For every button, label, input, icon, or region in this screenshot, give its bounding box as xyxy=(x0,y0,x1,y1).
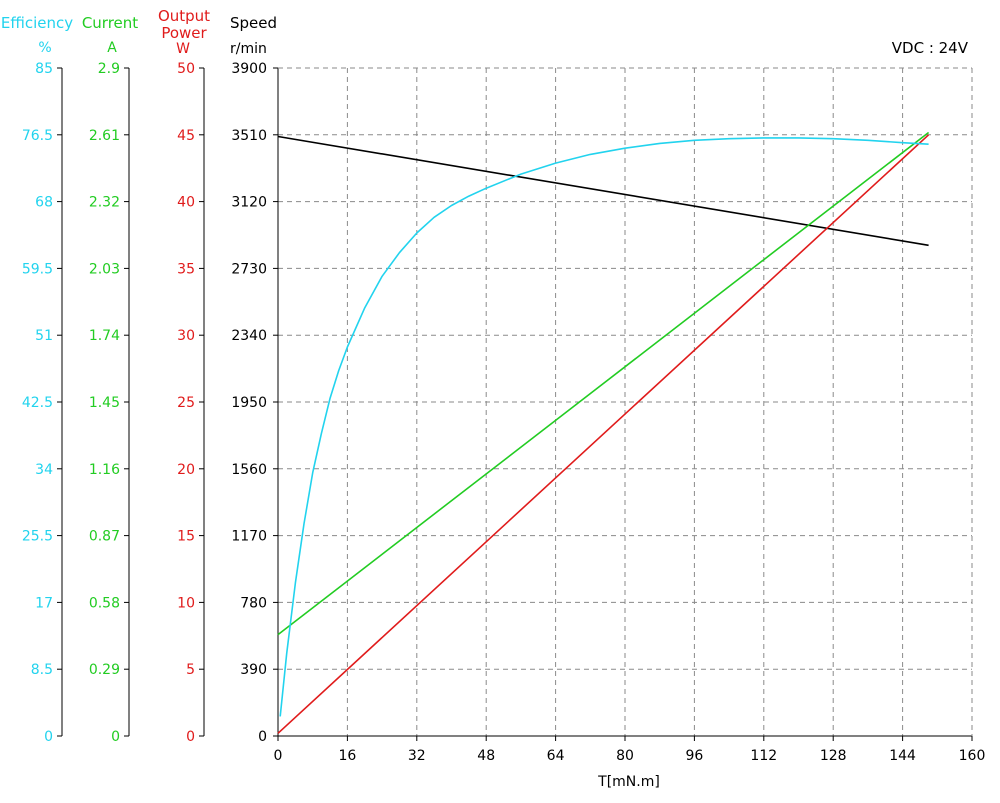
current-tick-label: 1.74 xyxy=(89,328,120,344)
x-tick-label: 160 xyxy=(959,748,986,764)
speed-tick-label: 780 xyxy=(240,595,267,611)
power-tick-label: 40 xyxy=(177,195,195,211)
speed-tick-label: 2340 xyxy=(231,328,267,344)
power-tick-label: 5 xyxy=(186,662,195,678)
power-curve xyxy=(277,134,930,734)
current-tick-label: 1.45 xyxy=(89,395,120,411)
current-tick-label: 2.61 xyxy=(89,128,120,144)
current-tick-label: 2.9 xyxy=(98,61,120,77)
x-tick-label: 0 xyxy=(274,748,283,764)
power-tick-label: 30 xyxy=(177,328,195,344)
x-tick-label: 16 xyxy=(338,748,356,764)
current-tick-label: 0.29 xyxy=(89,662,120,678)
x-axis-title: T[mN.m] xyxy=(597,774,660,790)
speed-tick-label: 0 xyxy=(258,729,267,745)
power-tick-label: 50 xyxy=(177,61,195,77)
chart-axes xyxy=(57,67,973,741)
current-axis-unit: A xyxy=(107,40,117,56)
efficiency-tick-label: 17 xyxy=(35,595,53,611)
power-tick-label: 15 xyxy=(177,529,195,545)
power-axis-unit: W xyxy=(176,41,190,57)
speed-tick-label: 3900 xyxy=(231,61,267,77)
efficiency-tick-label: 25.5 xyxy=(22,529,53,545)
current-tick-label: 0 xyxy=(111,729,120,745)
current-curve xyxy=(277,131,930,636)
efficiency-curve xyxy=(279,137,929,717)
x-tick-label: 32 xyxy=(408,748,426,764)
current-tick-label: 2.32 xyxy=(89,195,120,211)
x-tick-label: 128 xyxy=(820,748,847,764)
speed-axis-title: Speed xyxy=(230,14,277,32)
power-tick-label: 10 xyxy=(177,595,195,611)
plot-grid xyxy=(278,68,972,736)
chart-labels: 0 16 32 48 64 80 96 112 128 144 160 T[mN.m] 0 8.5 17 25… xyxy=(1,7,986,790)
power-tick-label: 20 xyxy=(177,462,195,478)
power-axis-title-line1: Output xyxy=(158,7,210,25)
efficiency-tick-label: 59.5 xyxy=(22,261,53,277)
current-tick-label: 0.58 xyxy=(89,595,120,611)
current-tick-label: 1.16 xyxy=(89,462,120,478)
power-tick-label: 45 xyxy=(177,128,195,144)
efficiency-tick-label: 76.5 xyxy=(22,128,53,144)
efficiency-tick-label: 51 xyxy=(35,328,53,344)
x-tick-label: 64 xyxy=(547,748,565,764)
current-tick-label: 0.87 xyxy=(89,529,120,545)
efficiency-tick-label: 34 xyxy=(35,462,53,478)
speed-tick-label: 3510 xyxy=(231,128,267,144)
speed-tick-label: 3120 xyxy=(231,195,267,211)
efficiency-tick-label: 85 xyxy=(35,61,53,77)
current-axis-title: Current xyxy=(82,14,138,32)
x-tick-label: 112 xyxy=(750,748,777,764)
power-tick-label: 0 xyxy=(186,729,195,745)
power-tick-label: 35 xyxy=(177,261,195,277)
chart-series xyxy=(277,131,930,734)
speed-tick-label: 2730 xyxy=(231,261,267,277)
x-tick-label: 80 xyxy=(616,748,634,764)
speed-tick-label: 1170 xyxy=(231,529,267,545)
speed-tick-label: 1560 xyxy=(231,462,267,478)
efficiency-axis-unit: % xyxy=(38,40,51,56)
efficiency-tick-label: 42.5 xyxy=(22,395,53,411)
efficiency-axis-title: Efficiency xyxy=(1,14,73,32)
current-tick-label: 2.03 xyxy=(89,261,120,277)
x-tick-label: 144 xyxy=(889,748,916,764)
power-axis-title-line2: Power xyxy=(161,24,207,42)
efficiency-tick-label: 68 xyxy=(35,195,53,211)
x-tick-label: 48 xyxy=(477,748,495,764)
speed-tick-label: 1950 xyxy=(231,395,267,411)
efficiency-tick-label: 0 xyxy=(44,729,53,745)
efficiency-tick-label: 8.5 xyxy=(31,662,53,678)
voltage-annotation: VDC : 24V xyxy=(892,39,969,57)
speed-curve xyxy=(277,135,929,247)
speed-axis-unit: r/min xyxy=(230,41,267,57)
speed-tick-label: 390 xyxy=(240,662,267,678)
power-tick-label: 25 xyxy=(177,395,195,411)
x-tick-label: 96 xyxy=(685,748,703,764)
